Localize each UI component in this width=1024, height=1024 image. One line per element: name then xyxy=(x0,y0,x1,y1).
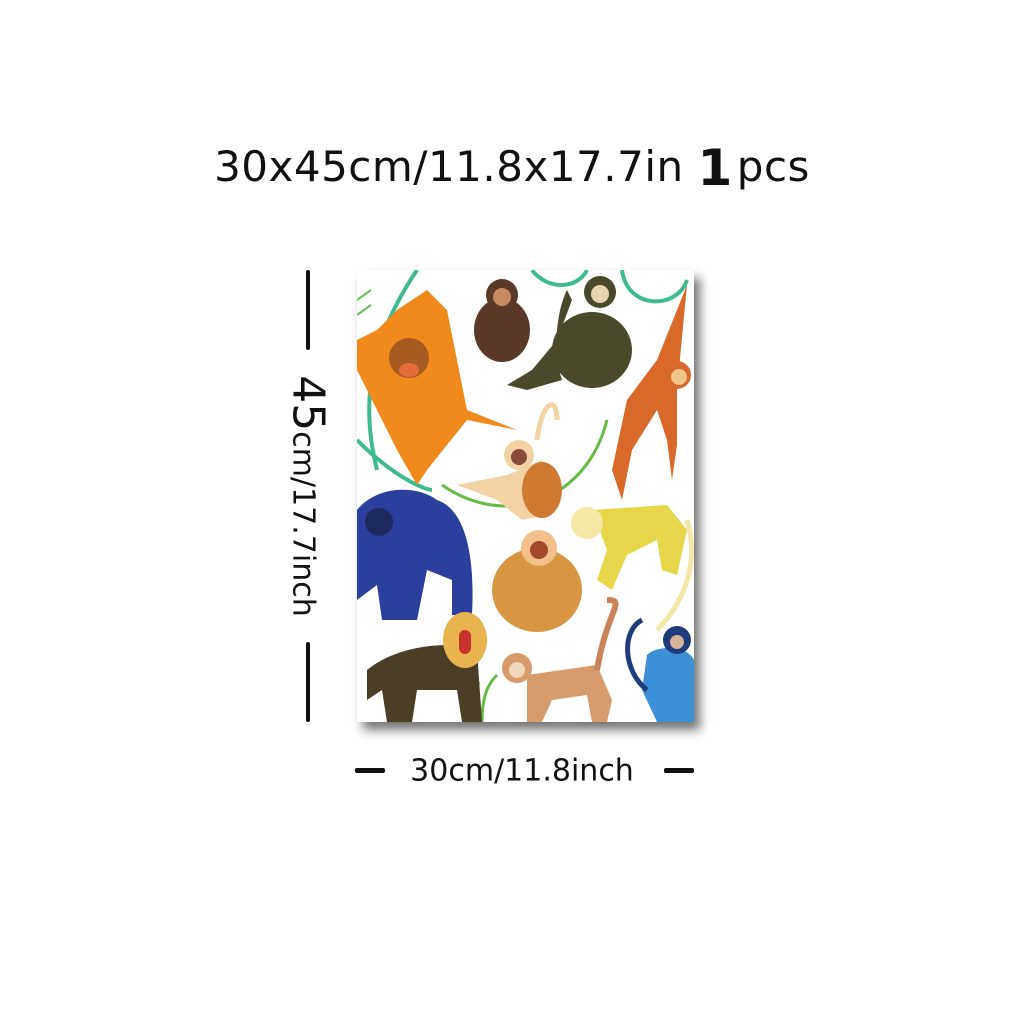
spider-monkey-figure xyxy=(612,285,691,500)
vine-top-right xyxy=(620,270,689,304)
leaf-top-left xyxy=(357,289,372,316)
gibbon-figure xyxy=(507,276,632,390)
golden-monkey-figure xyxy=(457,402,562,520)
width-dimension-line-left xyxy=(355,768,385,773)
mandrill-figure xyxy=(367,612,487,722)
blue-monkey-figure xyxy=(625,617,694,722)
width-dimension-line-right xyxy=(664,768,694,773)
width-dimension-label: 30cm/11.8inch xyxy=(410,753,634,789)
height-units: cm/17.7inch xyxy=(285,431,321,617)
quantity-unit: pcs xyxy=(736,142,810,191)
orangutan-figure xyxy=(357,290,517,485)
size-text: 30x45cm/11.8x17.7in xyxy=(214,142,684,191)
poster-artwork xyxy=(357,270,694,722)
gorilla-figure xyxy=(357,489,473,620)
height-dimension-line-bottom xyxy=(306,642,310,722)
tan-monkey-figure xyxy=(502,597,619,722)
quantity-number: 1 xyxy=(697,139,733,197)
height-dimension-label: 45cm/17.7inch xyxy=(283,375,334,616)
macaque-figure xyxy=(492,530,582,632)
primates-illustration xyxy=(357,270,694,722)
squirrel-monkey-figure xyxy=(571,505,694,632)
product-size-title: 30x45cm/11.8x17.7in 1pcs xyxy=(0,136,1024,197)
vine-left-lower xyxy=(357,438,433,492)
height-number: 45 xyxy=(282,375,334,432)
vine-top xyxy=(530,270,589,287)
height-dimension-line-top xyxy=(306,270,310,350)
brown-monkey-figure xyxy=(474,279,530,362)
